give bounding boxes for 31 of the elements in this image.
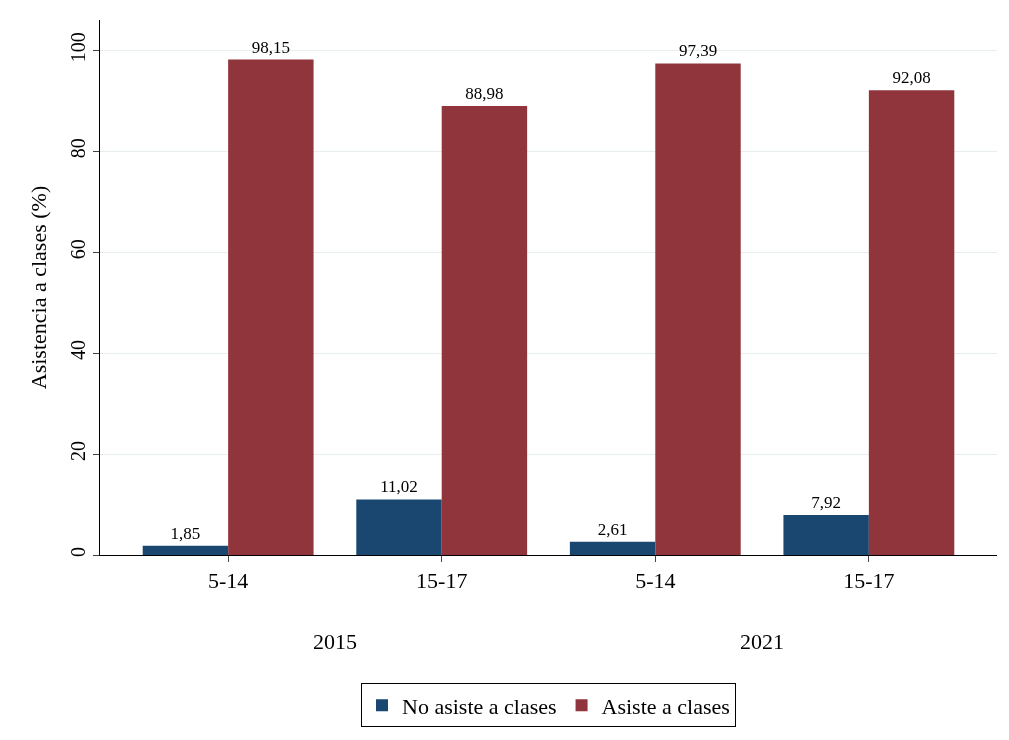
- text: 2015: [313, 629, 357, 654]
- bar: [142, 545, 229, 555]
- bar: [569, 541, 656, 555]
- y-tick-label: 100: [67, 32, 89, 63]
- data-label: 97,39: [678, 41, 718, 61]
- y-tick-label: 0: [67, 547, 89, 557]
- data-label: 98,15: [251, 37, 290, 57]
- x-tick-label: 15-17: [416, 568, 468, 594]
- bar: [441, 105, 528, 555]
- data-label: 92,08: [892, 68, 931, 88]
- legend-label: Asiste a clases: [601, 693, 730, 719]
- x-tick-label: 5-14: [207, 568, 249, 594]
- bar: [356, 499, 442, 555]
- y-tick-label: 20: [67, 441, 89, 462]
- data-label: 1,85: [170, 523, 201, 543]
- x-tick-label: 15-17: [843, 568, 895, 594]
- data-label: 88,98: [465, 83, 504, 103]
- data-label: 2,61: [597, 519, 628, 539]
- bar: [868, 90, 955, 555]
- data-label: 7,92: [811, 493, 842, 513]
- legend-label: No asiste a clases: [402, 693, 557, 719]
- x-tick-label: 5-14: [635, 568, 676, 594]
- bar: [655, 63, 741, 555]
- y-tick-label: 60: [67, 239, 89, 260]
- y-axis-title: Asistencia a clases (%): [26, 185, 51, 390]
- y-tick-label: 80: [67, 138, 89, 159]
- y-tick-label: 40: [67, 340, 89, 361]
- bar: [228, 59, 314, 555]
- bar: [783, 515, 869, 555]
- text: 2021: [740, 629, 784, 654]
- data-label: 11,02: [380, 477, 418, 497]
